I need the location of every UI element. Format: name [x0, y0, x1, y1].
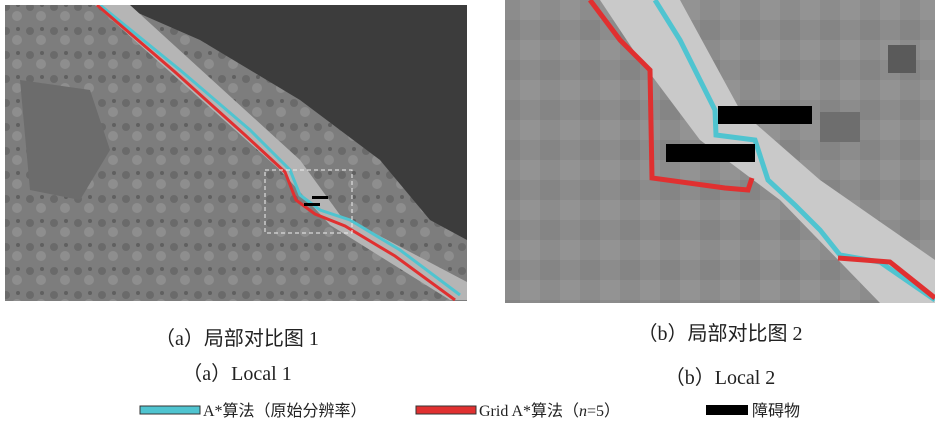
caption-cn: （a）局部对比图 1: [155, 327, 319, 350]
legend-label: A*算法（原始分辨率）: [203, 401, 367, 420]
terrain-image-2: [505, 0, 935, 303]
legend-swatch: [416, 406, 476, 414]
legend-label-part: =5）: [587, 402, 620, 420]
caption-en: （a）Local 1: [182, 362, 291, 385]
caption-cn: （b）局部对比图 2: [638, 322, 803, 345]
legend-label: 障碍物: [752, 402, 800, 420]
caption-en: （b）Local 2: [665, 366, 776, 389]
legend-label: Grid A*算法（n=5）: [479, 401, 620, 420]
legend-swatch: [140, 406, 200, 414]
legend-swatch: [706, 405, 748, 415]
legend-label-part: Grid A*算法（: [479, 401, 579, 420]
figure: （a）局部对比图 1 （a）Local 1 （b）局部对比图 2 （b）Loca…: [0, 0, 936, 430]
legend-label-var: n: [579, 403, 587, 420]
terrain-image-1: [5, 5, 467, 301]
